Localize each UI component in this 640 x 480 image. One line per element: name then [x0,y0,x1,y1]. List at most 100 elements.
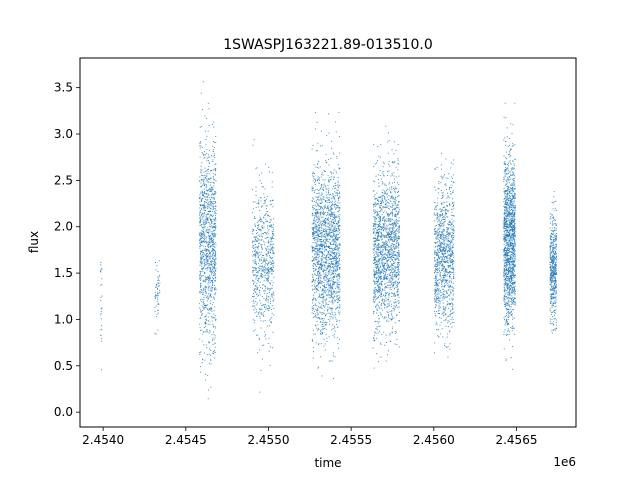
data-point [325,162,327,164]
data-point [214,326,216,328]
data-point [327,272,329,274]
data-point [322,318,324,320]
data-point [323,243,325,245]
data-point [261,186,263,188]
data-point [375,238,377,240]
data-point [314,242,316,244]
data-point [201,265,203,267]
data-point [329,267,331,269]
data-point [377,226,379,228]
data-point [205,320,207,322]
data-point [382,200,384,202]
data-point [202,179,204,181]
data-point [318,248,320,250]
data-point [339,224,341,226]
data-point [375,241,377,243]
data-point [214,268,216,270]
data-point [314,274,316,276]
data-point [372,222,374,224]
data-point [315,223,317,225]
data-point [387,266,389,268]
data-point [321,280,323,282]
data-point [379,286,381,288]
data-point [332,301,334,303]
data-point [206,176,208,178]
data-point [271,200,273,202]
data-point [213,121,215,123]
data-point [324,221,326,223]
data-point [397,295,399,297]
data-point [206,354,208,356]
data-point [315,179,317,181]
data-point [269,268,271,270]
data-point [204,272,206,274]
data-point [271,181,273,183]
data-point [376,235,378,237]
data-point [333,254,335,256]
data-point [389,200,391,202]
data-point [201,260,203,262]
data-point [313,260,315,262]
data-point [338,209,340,211]
data-point [383,300,385,302]
data-point [378,243,380,245]
data-point [335,261,337,263]
data-point [200,224,202,226]
data-point [394,189,396,191]
data-point [387,256,389,258]
data-point [384,307,386,309]
data-point [381,255,383,257]
data-point [213,225,215,227]
data-point [211,339,213,341]
data-point [378,224,380,226]
data-point [263,216,265,218]
data-point [201,218,203,220]
data-point [202,267,204,269]
data-point [207,171,209,173]
data-point [382,206,384,208]
data-point [384,249,386,251]
data-point [206,218,208,220]
data-point [329,284,331,286]
data-point [378,361,380,363]
data-point [200,192,202,194]
data-point [393,282,395,284]
data-point [202,241,204,243]
data-point [200,271,202,273]
data-point [394,239,396,241]
data-point [204,307,206,309]
data-point [330,285,332,287]
data-point [378,214,379,216]
data-point [212,343,214,345]
data-point [335,247,337,249]
data-point [214,179,216,181]
data-point [203,195,205,197]
data-point [267,325,269,327]
data-point [265,220,267,222]
data-point [208,163,210,165]
data-point [264,285,266,287]
data-point [330,253,332,255]
data-point [254,250,256,252]
data-point [204,207,206,209]
data-point [327,294,329,296]
data-point [208,241,210,243]
data-point [385,300,387,302]
data-point [213,220,215,222]
data-point [390,276,392,278]
data-point [392,223,394,225]
data-point [323,250,325,252]
data-point [335,215,337,217]
data-point [318,276,320,278]
data-point [393,287,395,289]
data-point [319,231,321,233]
data-point [266,205,268,207]
data-point [271,294,273,296]
data-point [209,199,211,201]
data-point [330,254,332,256]
data-point [211,263,213,265]
data-point [379,206,381,208]
data-point [101,268,103,270]
data-point [207,241,209,243]
data-point [397,262,399,264]
